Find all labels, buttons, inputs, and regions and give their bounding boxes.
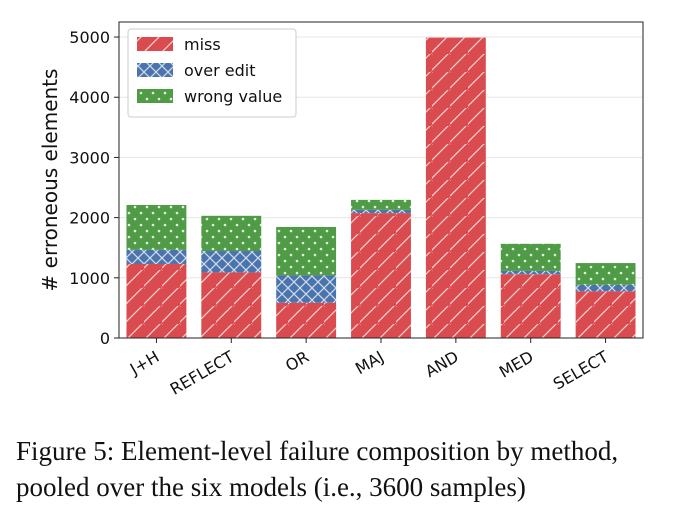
x-tick-label: SELECT — [550, 347, 612, 394]
bar-segment-pattern — [575, 263, 636, 285]
bar-segment-pattern — [500, 270, 561, 275]
bar-segment-pattern — [201, 215, 262, 252]
legend-swatch-pattern — [137, 63, 173, 77]
bar-segment-pattern — [425, 37, 486, 338]
y-tick-label: 0 — [100, 329, 110, 348]
bar-segment-pattern — [500, 243, 561, 271]
x-tick-label: REFLECT — [167, 347, 238, 399]
x-tick-label: AND — [422, 347, 462, 381]
bar-segment-pattern — [126, 249, 187, 264]
bar-segment-pattern — [201, 272, 262, 338]
y-axis-label: # erroneous elements — [38, 69, 62, 292]
y-tick-label: 1000 — [69, 269, 110, 288]
y-axis: 0 1000 2000 3000 4000 5000 — [69, 28, 119, 348]
x-tick-label: MED — [496, 347, 537, 382]
y-tick-label: 4000 — [69, 88, 110, 107]
bar-segment-pattern — [575, 284, 636, 292]
legend-label: miss — [184, 35, 221, 54]
legend-label: wrong value — [184, 87, 282, 106]
x-tick-label: J+H — [126, 347, 162, 379]
bar-segment-pattern — [351, 199, 411, 210]
bar-segment-pattern — [276, 275, 337, 303]
y-tick-label: 3000 — [69, 148, 110, 167]
bar-segment-pattern — [276, 226, 337, 276]
x-axis: J+H REFLECT OR MAJ AND MED SELECT — [126, 338, 612, 399]
bar-segment-pattern — [575, 291, 636, 338]
bar-segment-pattern — [351, 213, 411, 338]
bar-segment-pattern — [126, 204, 187, 250]
stacked-bar-chart: 0 1000 2000 3000 4000 5000 J+H REFLECT OR MAJ AND… — [38, 21, 644, 399]
bar-segment-pattern — [201, 251, 262, 273]
y-tick-label: 2000 — [69, 209, 110, 228]
caption-line-2: pooled over the six models (i.e., 3600 s… — [16, 472, 526, 502]
figure-caption: Figure 5: Element-level failure composit… — [16, 433, 681, 505]
y-tick-label: 5000 — [69, 28, 110, 47]
bar-segment-pattern — [126, 263, 187, 338]
caption-line-1: Figure 5: Element-level failure composit… — [16, 436, 619, 466]
bars — [126, 37, 636, 338]
bar-segment-pattern — [351, 209, 411, 214]
x-tick-label: MAJ — [352, 347, 387, 378]
bar-segment-pattern — [500, 274, 561, 338]
legend-swatch-pattern — [137, 37, 173, 51]
legend-swatch-pattern — [137, 89, 173, 103]
legend: miss over edit wrong value — [127, 28, 297, 118]
legend-label: over edit — [184, 61, 255, 80]
x-tick-label: OR — [282, 347, 312, 375]
bar-segment-pattern — [276, 302, 337, 338]
